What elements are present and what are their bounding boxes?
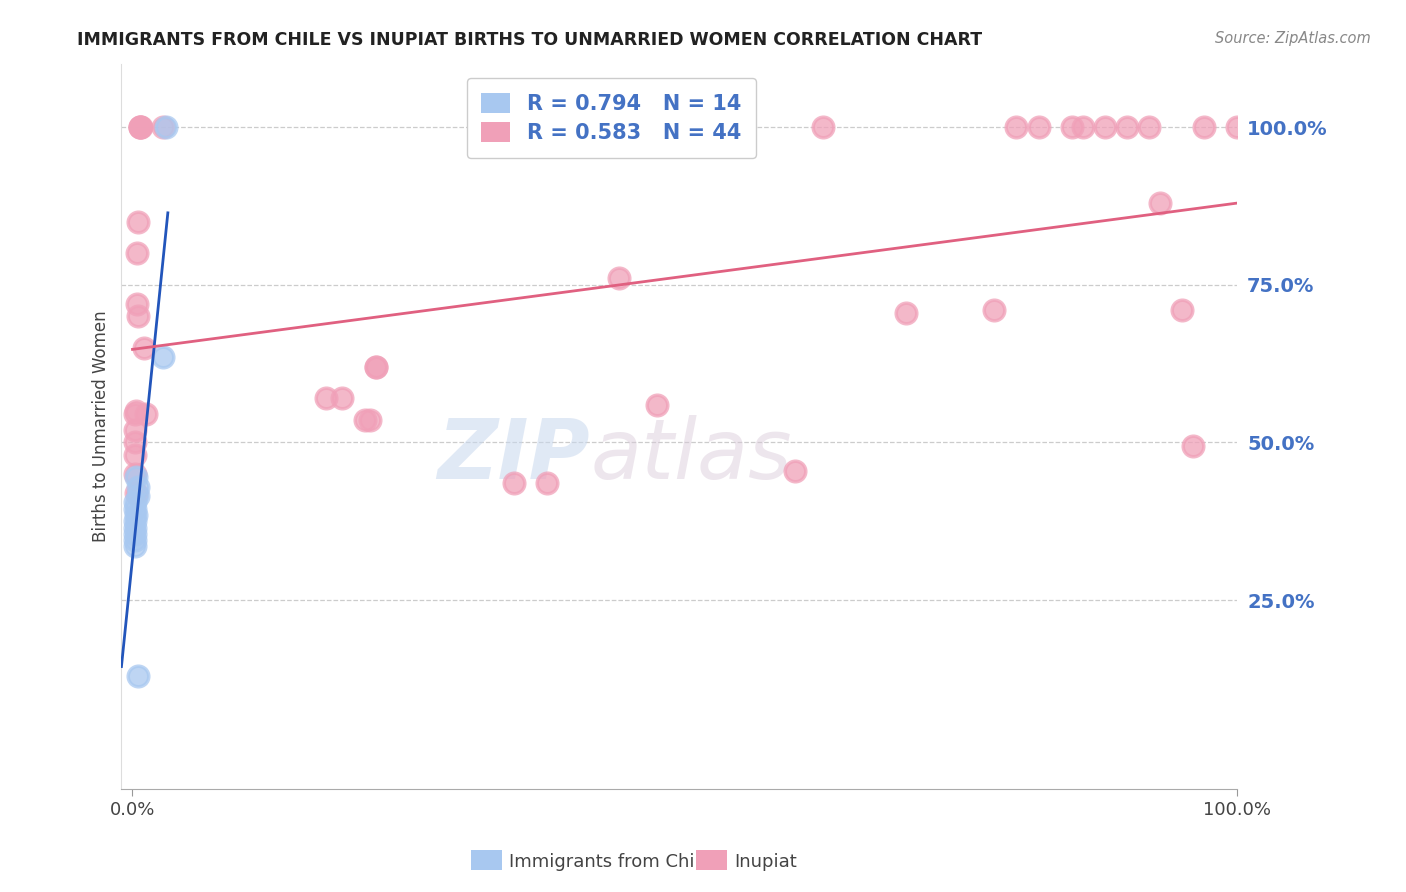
Point: [1137, 120, 1160, 135]
Point: [1005, 120, 1028, 135]
Point: [124, 501, 146, 516]
Point: [1192, 120, 1215, 135]
Point: [785, 464, 807, 478]
Y-axis label: Births to Unmarried Women: Births to Unmarried Women: [93, 310, 110, 542]
Point: [1226, 120, 1249, 135]
Point: [127, 489, 149, 503]
Text: IMMIGRANTS FROM CHILE VS INUPIAT BIRTHS TO UNMARRIED WOMEN CORRELATION CHART: IMMIGRANTS FROM CHILE VS INUPIAT BIRTHS …: [77, 31, 983, 49]
Point: [125, 404, 148, 418]
Point: [129, 120, 152, 135]
Point: [127, 669, 149, 683]
Point: [1115, 120, 1137, 135]
Text: ZIP: ZIP: [437, 415, 591, 496]
Point: [1028, 120, 1050, 135]
Point: [129, 120, 152, 135]
Point: [135, 407, 157, 421]
Point: [124, 448, 146, 462]
Point: [502, 476, 524, 491]
Text: Inupiat: Inupiat: [734, 853, 797, 871]
Point: [124, 514, 146, 528]
Point: [1060, 120, 1083, 135]
Point: [127, 479, 149, 493]
Point: [124, 533, 146, 548]
Point: [129, 120, 152, 135]
Point: [131, 120, 153, 135]
Point: [647, 398, 669, 412]
Point: [125, 246, 148, 260]
Point: [315, 391, 337, 405]
Point: [536, 476, 558, 491]
Point: [811, 120, 834, 135]
Point: [125, 470, 148, 484]
Point: [127, 310, 149, 324]
Legend: R = 0.794   N = 14, R = 0.583   N = 44: R = 0.794 N = 14, R = 0.583 N = 44: [467, 78, 756, 158]
Point: [152, 351, 174, 365]
Point: [353, 413, 375, 427]
Text: atlas: atlas: [591, 415, 792, 496]
Point: [124, 495, 146, 509]
Point: [983, 303, 1005, 318]
Point: [894, 306, 917, 320]
Point: [124, 526, 146, 541]
Point: [1149, 195, 1171, 210]
Point: [124, 520, 146, 534]
Point: [124, 540, 146, 554]
Point: [132, 341, 155, 355]
Point: [124, 435, 146, 450]
Point: [152, 120, 174, 135]
Point: [155, 120, 177, 135]
Point: [1171, 303, 1194, 318]
Point: [124, 407, 146, 421]
Point: [607, 271, 630, 285]
Point: [364, 359, 387, 374]
Point: [332, 391, 354, 405]
Point: [125, 296, 148, 310]
Point: [125, 508, 148, 522]
Text: Source: ZipAtlas.com: Source: ZipAtlas.com: [1215, 31, 1371, 46]
Point: [1071, 120, 1094, 135]
Point: [364, 359, 387, 374]
Point: [124, 467, 146, 481]
Point: [125, 486, 148, 500]
Point: [1182, 439, 1205, 453]
Point: [1094, 120, 1116, 135]
Text: Immigrants from Chile: Immigrants from Chile: [509, 853, 710, 871]
Point: [127, 215, 149, 229]
Point: [359, 413, 381, 427]
Point: [124, 423, 146, 437]
